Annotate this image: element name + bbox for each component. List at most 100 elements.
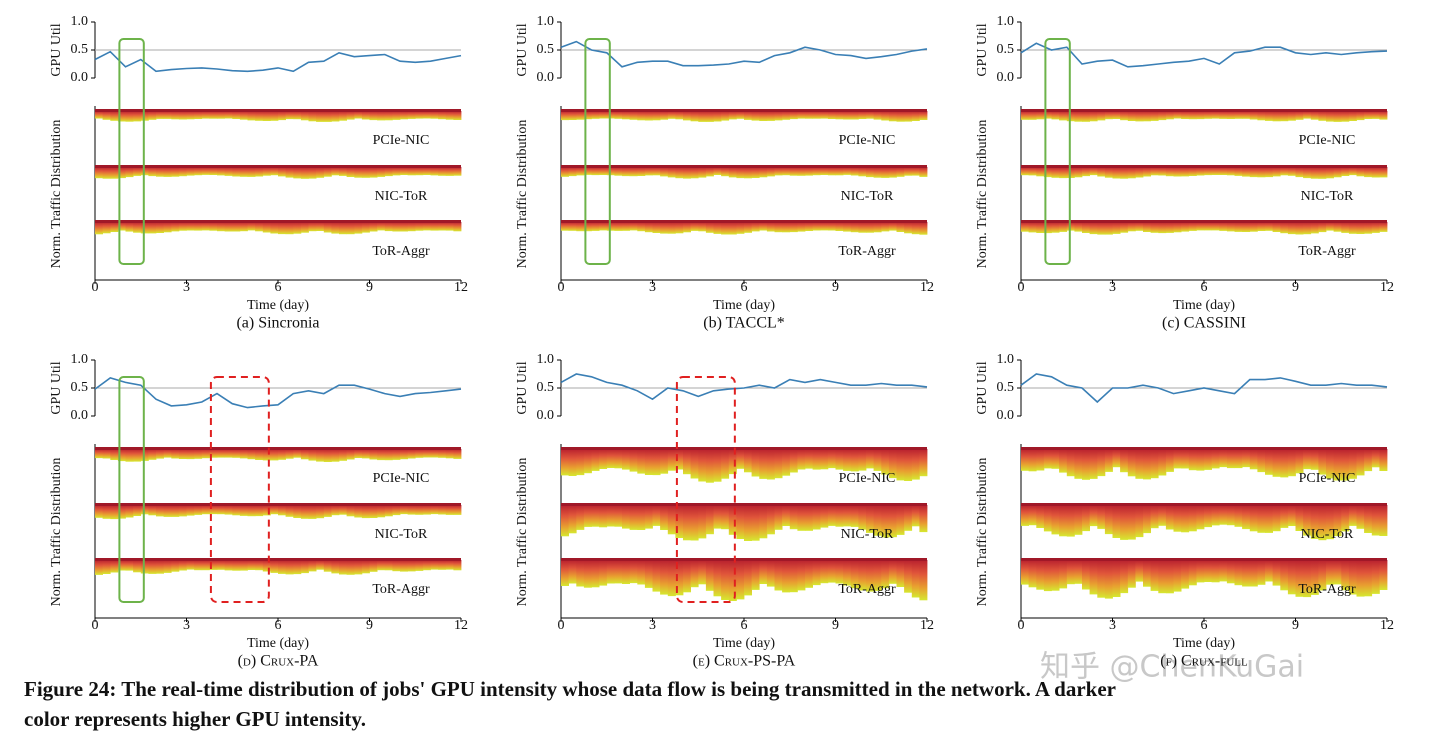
traffic-cell	[919, 560, 928, 601]
traffic-cell	[1371, 560, 1380, 594]
traffic-cell	[690, 449, 699, 479]
traffic-cell	[361, 505, 370, 519]
traffic-cell	[255, 222, 264, 232]
traffic-cell	[1127, 449, 1136, 477]
traffic-cell	[888, 505, 897, 538]
traffic-cell	[919, 222, 928, 235]
traffic-cell	[850, 222, 859, 233]
traffic-cell	[1249, 222, 1258, 232]
traffic-cell	[843, 111, 852, 120]
traffic-cell	[881, 505, 890, 538]
traffic-cell	[1028, 222, 1037, 233]
traffic-cell	[705, 449, 714, 483]
traffic-cell	[866, 560, 874, 592]
traffic-cell	[736, 111, 745, 119]
traffic-cell	[125, 505, 134, 518]
traffic-cell	[583, 167, 592, 175]
traffic-cell	[919, 505, 928, 533]
traffic-cell	[576, 222, 585, 232]
traffic-cell	[820, 560, 829, 584]
traffic-cell	[1295, 167, 1304, 178]
traffic-cell	[1204, 449, 1212, 470]
traffic-cell	[430, 167, 439, 176]
traffic-cell	[1234, 111, 1243, 119]
traffic-cell	[331, 167, 340, 176]
traffic-cell	[1211, 111, 1220, 119]
traffic-cell	[278, 167, 286, 177]
traffic-cell	[805, 449, 813, 469]
traffic-cell	[194, 560, 203, 571]
band-label: ToR-Aggr	[838, 582, 896, 597]
traffic-cell	[422, 560, 431, 571]
traffic-cell	[728, 449, 737, 475]
traffic-cell	[1150, 111, 1159, 121]
traffic-cell	[713, 505, 722, 529]
traffic-cell	[377, 167, 386, 177]
traffic-cell	[1280, 167, 1289, 176]
traffic-cell	[369, 560, 378, 572]
traffic-cell	[1257, 505, 1266, 533]
traffic-cell	[186, 449, 195, 460]
traffic-cell	[644, 222, 653, 233]
traffic-cell	[1059, 167, 1068, 179]
traffic-cell	[1043, 167, 1052, 178]
traffic-cell	[1120, 111, 1129, 121]
traffic-cell	[637, 167, 646, 176]
traffic-cell	[1173, 111, 1182, 119]
traffic-cell	[209, 449, 218, 458]
traffic-cell	[339, 222, 347, 235]
traffic-cell	[728, 111, 737, 120]
traffic-cell	[1074, 449, 1083, 479]
traffic-cell	[820, 505, 829, 528]
traffic-cell	[744, 167, 752, 179]
traffic-cell	[789, 167, 798, 176]
traffic-cell	[110, 560, 119, 573]
traffic-cell	[652, 111, 661, 121]
traffic-cell	[866, 111, 874, 119]
traffic-cell	[1104, 505, 1113, 535]
traffic-cell	[1287, 167, 1296, 176]
traffic-cell	[705, 111, 714, 122]
band-label: NIC-ToR	[1301, 527, 1354, 542]
x-axis-label: Time (day)	[247, 298, 309, 313]
traffic-cell	[300, 560, 309, 574]
traffic-cell	[896, 560, 905, 587]
traffic-cell	[568, 449, 577, 476]
traffic-cell	[1226, 111, 1235, 119]
traffic-cell	[156, 505, 164, 517]
traffic-cell	[1326, 167, 1334, 179]
traffic-cell	[858, 222, 867, 233]
traffic-cell	[186, 111, 195, 120]
traffic-cell	[805, 505, 813, 531]
traffic-cell	[721, 505, 730, 530]
traffic-cell	[797, 167, 806, 176]
traffic-cell	[369, 222, 378, 232]
traffic-cell	[873, 560, 882, 591]
traffic-cell	[392, 167, 401, 176]
traffic-cell	[721, 560, 730, 600]
x-tick-label: 9	[366, 280, 373, 295]
traffic-cell	[239, 560, 248, 571]
traffic-cell	[400, 167, 408, 175]
traffic-cell	[1043, 505, 1052, 532]
traffic-cell	[576, 449, 585, 476]
traffic-cell	[637, 449, 646, 474]
traffic-cell	[384, 111, 393, 121]
traffic-cell	[1066, 560, 1075, 585]
traffic-cell	[1112, 167, 1121, 179]
traffic-cell	[1097, 167, 1106, 177]
traffic-cell	[156, 111, 164, 119]
traffic-cell	[561, 167, 569, 177]
traffic-cell	[1356, 111, 1365, 121]
traffic-cell	[331, 111, 340, 122]
x-tick-label: 6	[1201, 280, 1208, 295]
traffic-top	[1021, 109, 1387, 112]
traffic-cell	[1348, 167, 1357, 176]
traffic-cell	[660, 449, 669, 474]
traffic-cell	[1356, 167, 1365, 177]
y-tick-label: 1.0	[537, 14, 555, 29]
x-tick-label: 12	[920, 618, 934, 633]
traffic-cell	[117, 222, 126, 231]
traffic-cell	[1242, 449, 1251, 468]
traffic-cell	[1104, 167, 1113, 178]
